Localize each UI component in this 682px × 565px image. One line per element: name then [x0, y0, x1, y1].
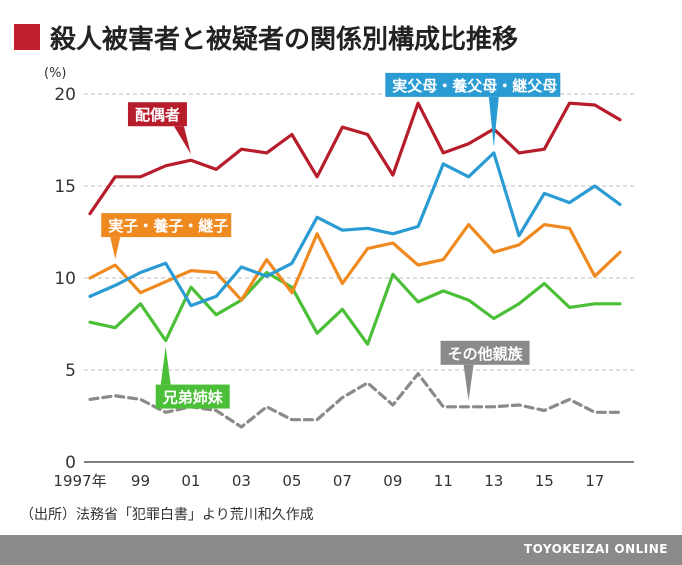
x-tick-label: 1997年	[53, 472, 106, 490]
x-tick-label: 15	[535, 472, 554, 490]
x-tick-label: 11	[434, 472, 453, 490]
series-callout-pointer-0	[173, 126, 191, 155]
series-line-2	[88, 223, 622, 302]
x-tick-label: 07	[333, 472, 352, 490]
y-tick-label: 5	[65, 361, 76, 381]
y-axis-unit-label: (%)	[44, 66, 67, 81]
x-tick-label: 03	[232, 472, 251, 490]
y-tick-label: 20	[54, 85, 76, 105]
series-callout-pointer-4	[463, 364, 474, 401]
series-callout-box-3	[155, 384, 230, 409]
series-line-0	[88, 101, 622, 216]
y-tick-label: 15	[54, 177, 76, 197]
footer-bar: TOYOKEIZAI ONLINE	[0, 535, 682, 565]
x-tick-label: 09	[383, 472, 402, 490]
series-callout-pointer-3	[160, 346, 171, 385]
x-tick-label: 13	[484, 472, 503, 490]
series-callout-box-2	[101, 213, 232, 238]
x-tick-label: 01	[181, 472, 200, 490]
series-callout-box-4	[440, 340, 530, 365]
footer-brand: TOYOKEIZAI ONLINE	[523, 542, 668, 556]
series-label-3: 兄弟姉妹	[162, 389, 224, 407]
series-label-0: 配偶者	[135, 106, 180, 124]
series-callout-pointer-1	[488, 96, 499, 147]
series-line-3	[88, 270, 622, 346]
chart-title-text: 殺人被害者と被疑者の関係別構成比推移	[50, 24, 519, 55]
series-callout-box-0	[127, 102, 187, 127]
y-tick-label: 0	[65, 453, 76, 473]
series-label-2: 実子・養子・継子	[108, 217, 228, 235]
x-tick-label: 05	[282, 472, 301, 490]
series-line-4	[88, 372, 622, 429]
chart-title: 殺人被害者と被疑者の関係別構成比推移	[14, 20, 519, 55]
x-tick-label: 99	[131, 472, 150, 490]
source-note: （出所）法務省「犯罪白書」より荒川和久作成	[20, 507, 314, 523]
y-tick-label: 10	[54, 269, 76, 289]
series-callout-pointer-2	[110, 237, 121, 260]
series-callout-box-1	[385, 72, 561, 97]
series-label-4: その他親族	[448, 345, 524, 363]
series-label-1: 実父母・養父母・継父母	[392, 77, 557, 95]
title-marker-square	[14, 24, 40, 50]
x-tick-label: 17	[585, 472, 604, 490]
series-line-1	[88, 151, 622, 308]
